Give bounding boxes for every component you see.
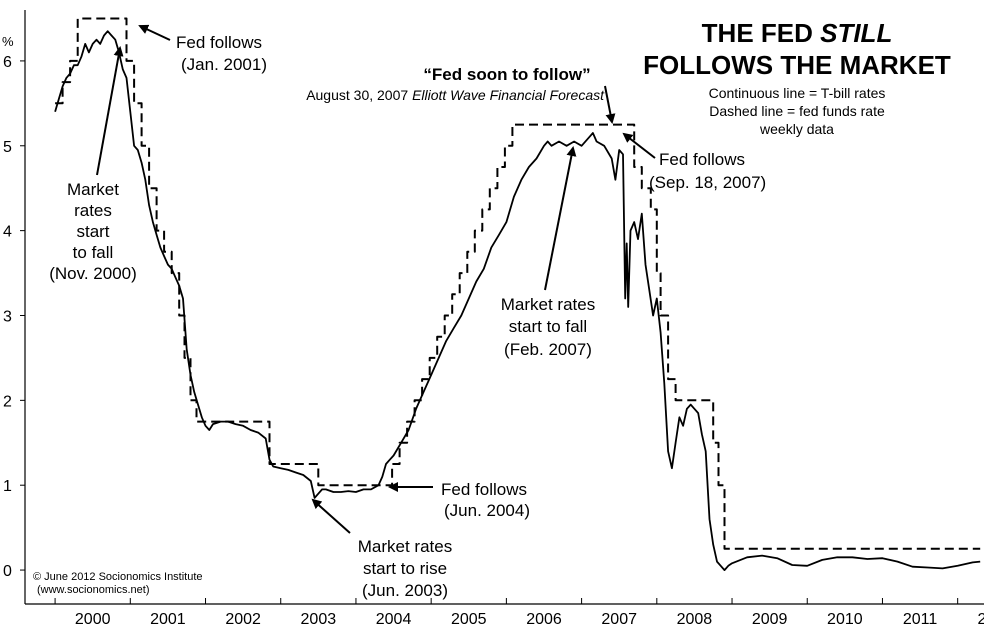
subtitle-line3: weekly data (759, 121, 834, 137)
x-tick-label: 2012 (977, 611, 984, 626)
annotation-market-rise-2003-line2: start to rise (363, 559, 447, 578)
annotation-market-fall-2000-line4: to fall (73, 243, 114, 262)
y-tick-label: 2 (3, 393, 12, 410)
credit-line1: © June 2012 Socionomics Institute (33, 571, 203, 583)
annotation-fed-follows-2004-line1: Fed follows (441, 480, 527, 499)
annotation-market-rise-2003-line3: (Jun. 2003) (362, 581, 448, 600)
annotation-market-fall-2000-line3: start (76, 222, 109, 241)
annotation-market-fall-2000-line2: rates (74, 201, 112, 220)
y-tick-label: 1 (3, 478, 12, 495)
annotation-ewff-pre: August 30, 2007 (306, 87, 412, 103)
x-tick-label: 2009 (752, 611, 788, 626)
annotation-market-fall-2007-line3: (Feb. 2007) (504, 340, 592, 359)
x-ticks: 2000 2001 2002 2003 2004 2005 2006 2007 2008 2009… (54, 598, 984, 626)
title-line1-em: STILL (820, 18, 892, 48)
annotation-fed-follows-2001-line1: Fed follows (176, 33, 262, 52)
x-tick-label: 2007 (601, 611, 637, 626)
annotation-ewff-em: Elliott Wave Financial Forecast (412, 87, 605, 103)
annotation-fed-follows-2007-line1: Fed follows (659, 150, 745, 169)
annotation-fed-follows-2001-line2: (Jan. 2001) (181, 55, 267, 74)
y-tick-label: 4 (3, 224, 12, 241)
arrow-fed-follows-2001 (138, 24, 171, 41)
y-ticks: 0 1 2 3 4 5 6 (3, 54, 25, 580)
annotation-fed-follows-2007-line2: (Sep. 18, 2007) (649, 173, 766, 192)
annotation-ewff-date: August 30, 2007 Elliott Wave Financial F… (306, 87, 605, 103)
annotation-fed-soon: “Fed soon to follow” (423, 65, 590, 84)
arrow-fed-soon (604, 85, 616, 124)
arrow-fed-follows-2007 (622, 132, 656, 159)
x-tick-label: 2010 (827, 611, 863, 626)
x-tick-label: 2003 (301, 611, 337, 626)
x-tick-label: 2002 (225, 611, 261, 626)
annotation-market-rise-2003-line1: Market rates (358, 537, 452, 556)
x-tick-label: 2006 (526, 611, 562, 626)
chart-title-line1: THE FED STILL (702, 18, 893, 48)
x-tick-label: 2008 (677, 611, 713, 626)
title-line1-pre: THE FED (702, 18, 820, 48)
annotation-market-fall-2000-line1: Market (67, 180, 119, 199)
y-tick-label: 5 (3, 139, 12, 156)
arrow-market-fall-2000 (96, 46, 124, 176)
credit-line2: (www.socionomics.net) (37, 584, 149, 596)
y-tick-label: 0 (3, 563, 12, 580)
subtitle-line1: Continuous line = T-bill rates (709, 85, 886, 101)
y-tick-label: 3 (3, 308, 12, 325)
annotation-market-fall-2007-line2: start to fall (509, 317, 587, 336)
arrow-market-rise-2003 (311, 498, 351, 534)
subtitle-line2: Dashed line = fed funds rate (709, 103, 885, 119)
y-axis-unit: % (2, 34, 14, 49)
chart-title-line2: FOLLOWS THE MARKET (643, 50, 951, 80)
annotation-market-fall-2007-line1: Market rates (501, 295, 595, 314)
x-tick-label: 2001 (150, 611, 186, 626)
x-tick-label: 2005 (451, 611, 487, 626)
arrow-market-fall-2007 (544, 146, 577, 291)
fed-funds-rate-line (55, 17, 981, 550)
annotation-fed-follows-2004-line2: (Jun. 2004) (444, 501, 530, 520)
x-tick-label: 2000 (75, 611, 111, 626)
x-tick-label: 2004 (376, 611, 412, 626)
y-tick-label: 6 (3, 54, 12, 71)
x-tick-label: 2011 (903, 611, 938, 626)
series-layer (54, 17, 981, 571)
t-bill-rate-line (54, 30, 981, 571)
annotation-market-fall-2000-line5: (Nov. 2000) (49, 264, 137, 283)
